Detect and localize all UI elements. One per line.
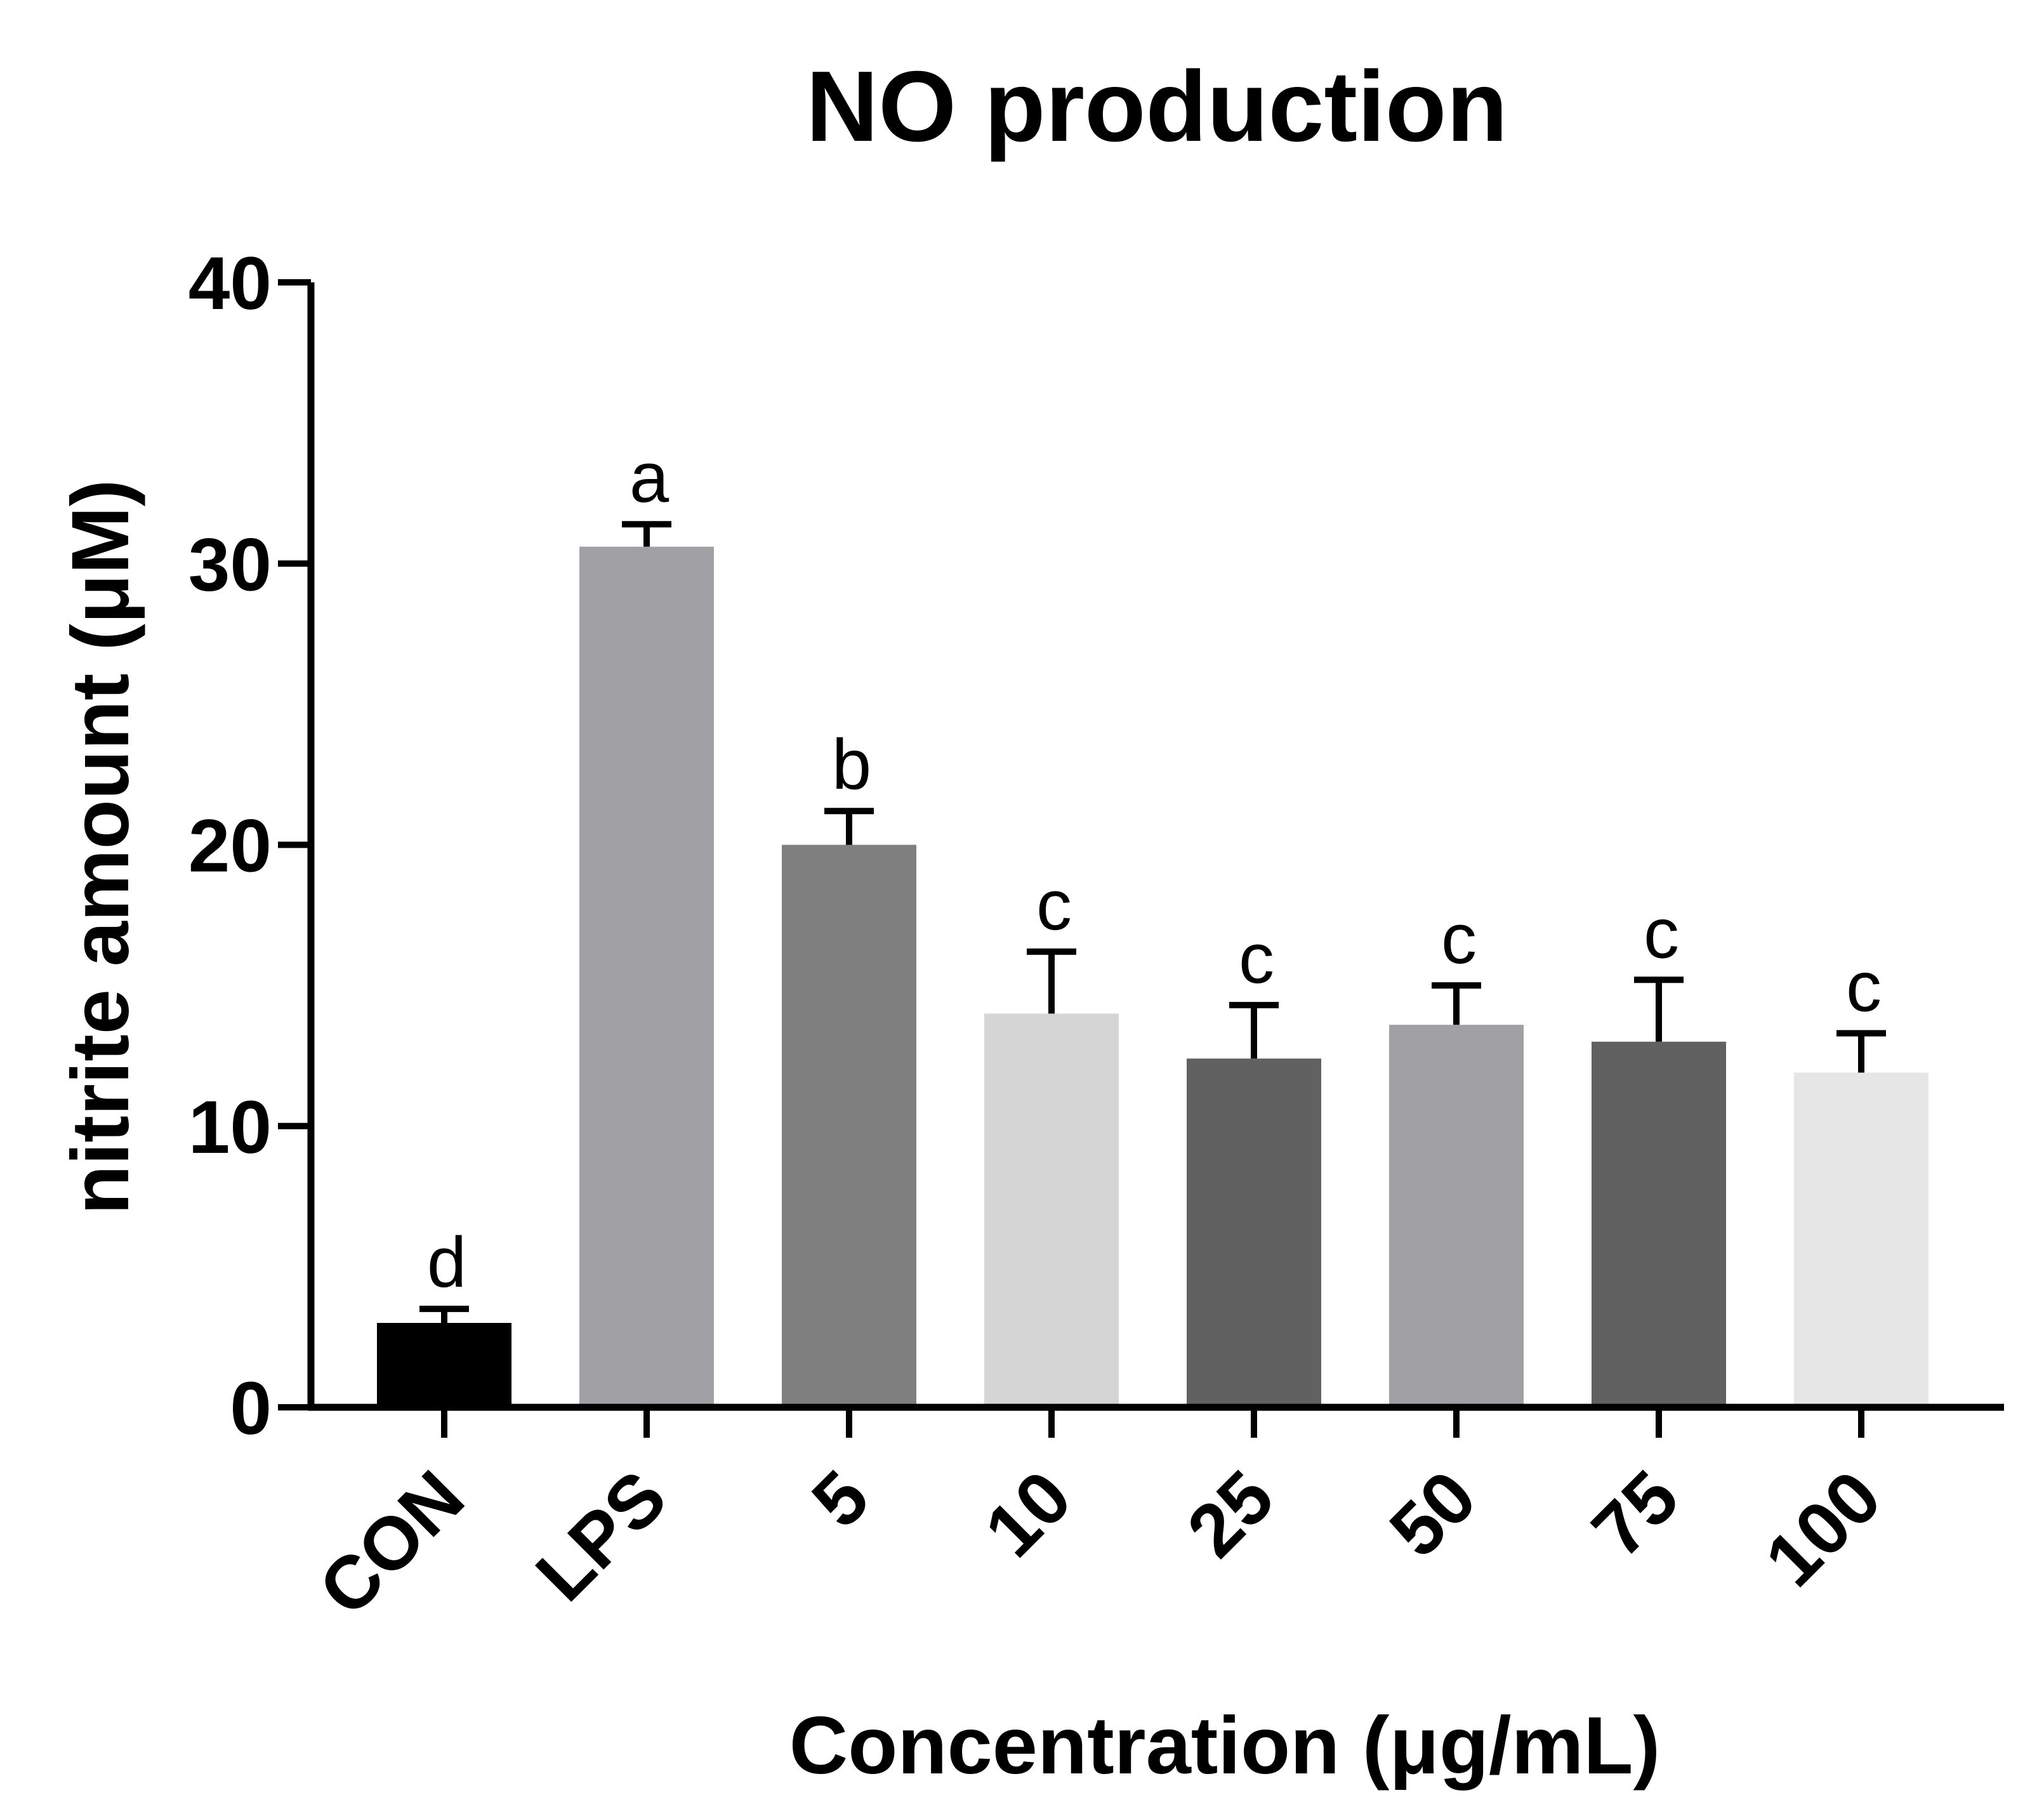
significance-letter: a <box>630 438 669 517</box>
y-tick-label: 0 <box>230 1367 272 1450</box>
chart-title: NO production <box>806 51 1508 162</box>
bar-75 <box>1592 1041 1726 1407</box>
bar-lps <box>579 546 714 1407</box>
x-tick-label: LPS <box>520 1455 683 1617</box>
bar-con <box>377 1323 511 1407</box>
x-tick-label: 25 <box>1171 1455 1289 1573</box>
significance-letter: c <box>1441 899 1477 978</box>
significance-letter: b <box>832 725 871 804</box>
x-tick-label: 100 <box>1750 1455 1897 1603</box>
bar-100 <box>1794 1072 1929 1407</box>
y-axis-title: nitrite amount (μM) <box>55 479 146 1214</box>
significance-letter: d <box>427 1223 466 1302</box>
bar-10 <box>984 1013 1119 1407</box>
significance-letter: c <box>1644 893 1679 973</box>
y-tick-label: 30 <box>188 523 272 607</box>
x-tick-label: CON <box>303 1455 480 1632</box>
x-tick-label: 75 <box>1576 1455 1694 1573</box>
significance-letter: c <box>1846 947 1882 1026</box>
x-tick-label: 50 <box>1374 1455 1492 1573</box>
bar-50 <box>1389 1025 1524 1407</box>
bar-5 <box>782 845 916 1407</box>
y-tick-label: 10 <box>188 1086 272 1169</box>
x-axis-title: Concentration (μg/mL) <box>789 1700 1660 1791</box>
y-tick-label: 40 <box>188 242 272 325</box>
significance-letter: c <box>1239 919 1274 998</box>
x-tick-label: 5 <box>796 1455 885 1544</box>
plot-area: d CON a LPS b 5 c 10 c 25 c 50 c 75 c 100 0 10 20 30 40 <box>188 242 2004 1632</box>
x-tick-label: 10 <box>969 1455 1087 1573</box>
bar-25 <box>1187 1058 1321 1407</box>
significance-letter: c <box>1036 865 1072 945</box>
y-tick-label: 20 <box>188 805 272 888</box>
